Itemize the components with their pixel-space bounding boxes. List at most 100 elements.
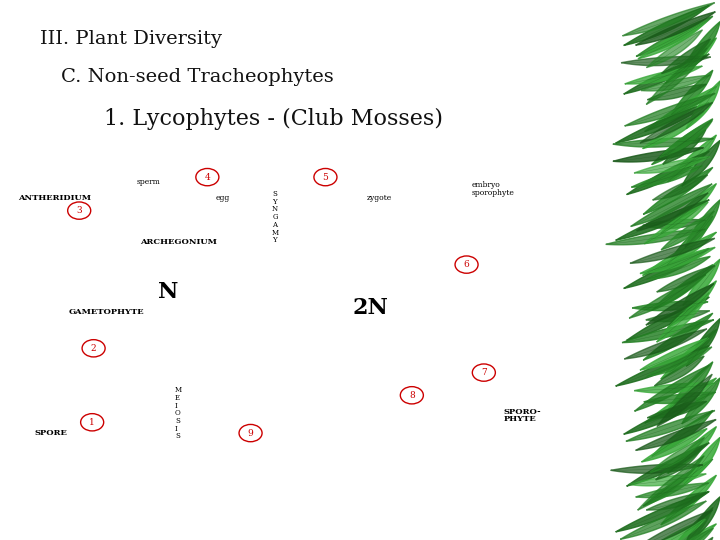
Polygon shape <box>644 392 716 403</box>
Polygon shape <box>639 519 706 540</box>
Polygon shape <box>626 443 709 486</box>
Polygon shape <box>630 238 715 264</box>
Polygon shape <box>660 528 714 540</box>
Polygon shape <box>626 151 709 194</box>
Polygon shape <box>629 474 706 486</box>
Polygon shape <box>663 130 706 164</box>
Polygon shape <box>643 232 716 275</box>
Text: III. Plant Diversity: III. Plant Diversity <box>40 30 222 48</box>
Polygon shape <box>641 75 711 91</box>
Polygon shape <box>643 111 704 148</box>
Polygon shape <box>672 537 713 540</box>
Polygon shape <box>656 447 703 480</box>
Polygon shape <box>616 491 709 532</box>
Polygon shape <box>646 284 714 325</box>
Polygon shape <box>631 184 712 226</box>
Text: 7: 7 <box>481 368 487 377</box>
Polygon shape <box>684 437 720 484</box>
Polygon shape <box>621 57 711 66</box>
Polygon shape <box>629 274 706 318</box>
Polygon shape <box>637 510 712 540</box>
Polygon shape <box>686 319 720 366</box>
Polygon shape <box>647 30 703 68</box>
Polygon shape <box>682 378 720 424</box>
Polygon shape <box>613 138 714 147</box>
Polygon shape <box>685 497 720 540</box>
Polygon shape <box>684 22 720 69</box>
Text: 3: 3 <box>76 206 82 215</box>
Polygon shape <box>660 120 712 157</box>
Text: SPORO-
PHYTE: SPORO- PHYTE <box>504 408 541 423</box>
Text: ANTHERIDIUM: ANTHERIDIUM <box>18 194 91 202</box>
Polygon shape <box>611 464 703 473</box>
Polygon shape <box>644 86 716 132</box>
Polygon shape <box>652 265 713 310</box>
Polygon shape <box>634 383 715 393</box>
Polygon shape <box>643 167 713 214</box>
Polygon shape <box>682 140 720 186</box>
Text: 1. Lycophytes - (Club Mosses): 1. Lycophytes - (Club Mosses) <box>104 108 444 130</box>
Polygon shape <box>624 329 707 359</box>
Text: SPORE: SPORE <box>35 429 68 437</box>
Polygon shape <box>657 293 709 342</box>
Polygon shape <box>631 166 703 187</box>
Polygon shape <box>624 394 709 434</box>
Polygon shape <box>622 320 714 342</box>
Text: 4: 4 <box>204 173 210 181</box>
Polygon shape <box>657 266 715 292</box>
Polygon shape <box>613 147 703 162</box>
Polygon shape <box>647 48 707 104</box>
Polygon shape <box>640 247 715 274</box>
Polygon shape <box>652 119 713 165</box>
Polygon shape <box>646 310 710 322</box>
Polygon shape <box>640 103 713 143</box>
Polygon shape <box>643 219 706 228</box>
Text: C. Non-seed Tracheophytes: C. Non-seed Tracheophytes <box>61 68 334 85</box>
Polygon shape <box>638 456 704 510</box>
Polygon shape <box>667 281 716 328</box>
Polygon shape <box>634 365 709 411</box>
Text: ARCHEGONIUM: ARCHEGONIUM <box>140 238 217 246</box>
Polygon shape <box>636 483 708 497</box>
Text: S
Y
N
G
A
M
Y: S Y N G A M Y <box>272 190 279 244</box>
Polygon shape <box>623 3 714 36</box>
Polygon shape <box>638 21 707 59</box>
Polygon shape <box>652 410 713 456</box>
Polygon shape <box>624 54 709 94</box>
Text: 5: 5 <box>323 173 328 181</box>
Polygon shape <box>686 81 720 129</box>
Polygon shape <box>643 459 713 506</box>
Polygon shape <box>642 429 707 462</box>
Polygon shape <box>636 12 715 45</box>
Polygon shape <box>667 508 713 540</box>
Text: M
E
I
O
S
I
S: M E I O S I S <box>175 386 182 440</box>
Text: 1: 1 <box>89 418 95 427</box>
Polygon shape <box>625 93 715 126</box>
Polygon shape <box>667 427 716 474</box>
Polygon shape <box>606 229 705 245</box>
Polygon shape <box>644 524 716 540</box>
Polygon shape <box>632 301 708 310</box>
Polygon shape <box>662 39 711 73</box>
Polygon shape <box>626 297 709 340</box>
Polygon shape <box>644 202 708 244</box>
Polygon shape <box>672 70 713 114</box>
Polygon shape <box>667 362 713 410</box>
Polygon shape <box>650 437 704 472</box>
Polygon shape <box>667 216 713 265</box>
Polygon shape <box>647 84 706 100</box>
Text: 2N: 2N <box>353 297 389 319</box>
Polygon shape <box>643 313 713 360</box>
Polygon shape <box>644 378 716 423</box>
Polygon shape <box>624 5 709 45</box>
Polygon shape <box>647 492 708 510</box>
Polygon shape <box>616 103 709 143</box>
Text: embryo
sporophyte: embryo sporophyte <box>472 181 515 197</box>
Polygon shape <box>624 248 709 288</box>
Text: GAMETOPHYTE: GAMETOPHYTE <box>68 308 144 316</box>
Polygon shape <box>661 475 716 525</box>
Polygon shape <box>654 356 704 386</box>
Polygon shape <box>683 259 720 306</box>
Text: zygote: zygote <box>367 194 392 202</box>
Polygon shape <box>661 184 716 233</box>
